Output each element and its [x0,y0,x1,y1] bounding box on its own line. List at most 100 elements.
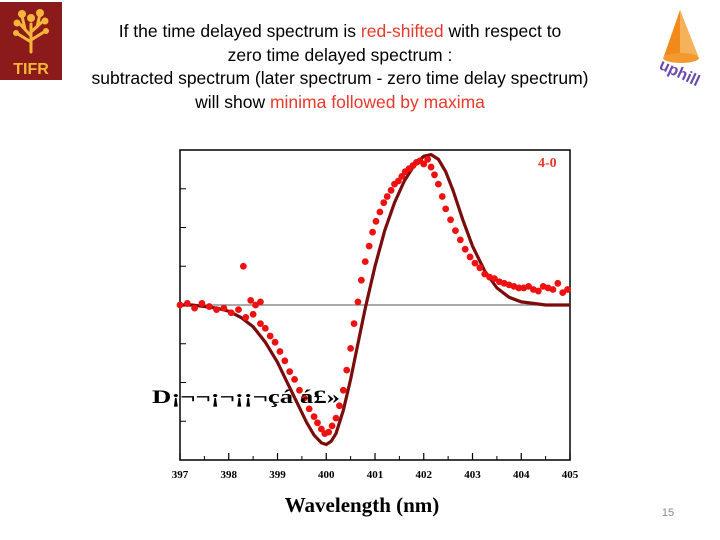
data-point [235,306,242,314]
data-point [383,193,391,200]
data-point [191,304,199,312]
data-point [361,258,369,265]
data-point [427,163,435,171]
heading-line-3: subtracted spectrum (later spectrum - ze… [91,68,589,88]
x-tick-labels: 397 398 399 400 401 402 403 404 405 [172,469,579,481]
data-point [332,414,340,422]
data-point [176,301,184,309]
data-point [281,357,289,365]
x-ticks [179,453,571,460]
heading-line-1: If the time delayed spectrum is red-shif… [118,21,562,41]
tifr-logo-text: TIFR [13,61,49,78]
data-point [380,199,388,207]
data-point [336,402,343,410]
data-point [271,338,279,346]
tree-icon [16,12,46,54]
data-point [534,287,542,295]
data-point [317,425,325,433]
data-point [252,301,259,309]
data-point [554,279,562,287]
data-point [213,306,220,314]
data-point [286,368,294,376]
data-point [300,394,308,402]
data-point [461,245,469,253]
data-point [476,264,484,272]
data-point [431,171,438,179]
x-tick-label: 401 [367,469,384,481]
slide-heading: If the time delayed spectrum is red-shif… [20,20,660,114]
data-point [296,386,303,394]
data-point [276,348,284,355]
data-point [376,208,384,216]
data-point [491,275,498,283]
data-point [387,186,395,194]
tifr-logo: TIFR [0,2,62,80]
data-point [395,177,402,185]
data-point [347,345,355,352]
data-point [266,332,274,340]
data-point [249,310,257,318]
spectrum-chart: 397 398 399 400 401 402 403 404 405 4-0 Waveleng… [152,149,579,517]
data-point [481,270,489,278]
data-point [261,324,269,332]
data-point [398,172,406,180]
data-point [183,300,191,307]
data-point [227,309,235,317]
data-point [291,376,298,383]
x-tick-label: 403 [464,469,481,481]
data-point [247,296,255,304]
x-tick-label: 398 [221,469,238,481]
uphill-logo: uphill [640,6,720,90]
x-tick-label: 399 [269,469,286,481]
data-point [257,320,264,327]
x-axis-label: Wavelength (nm) [285,493,440,517]
x-tick-label: 400 [318,469,335,481]
data-point [328,422,336,430]
data-point [257,298,264,306]
data-point [447,216,454,224]
data-point [559,289,567,296]
data-point [339,386,347,394]
data-point [456,236,464,244]
x-tick-label: 402 [416,469,433,481]
data-points [176,155,571,438]
data-point [564,286,571,293]
data-point [372,217,380,225]
x-tick-label: 397 [172,469,189,481]
data-point [198,300,206,307]
data-point [305,405,313,413]
data-point [452,227,459,234]
slide-number: 15 [661,507,675,519]
data-point [220,304,228,312]
heading-line-4: will show minima followed by maxima [195,91,485,112]
data-point [471,259,479,267]
x-tick-label: 405 [562,469,579,481]
data-point [434,180,442,188]
data-point [442,205,450,213]
heading-line-2: zero time delayed spectrum : [227,44,453,65]
data-point [466,253,474,261]
data-point [205,303,213,310]
data-point [354,298,362,306]
x-tick-label: 404 [513,469,530,481]
data-point [549,286,557,293]
minima-maxima-highlight: minima followed by maxima [269,91,485,112]
data-point [420,160,428,168]
data-point [365,242,373,250]
data-point [314,419,321,427]
data-point [310,413,318,420]
y-axis-label: D¡¬¬¡¬¡¡¬çá á£» [152,387,340,408]
curve-annotation: 4-0 [538,156,557,171]
data-point [350,320,358,327]
data-point [515,284,523,292]
data-point [357,276,365,284]
data-point [369,228,376,236]
data-point [424,155,432,163]
data-point [438,193,446,200]
data-point [525,283,532,290]
red-shifted-highlight: red-shifted [360,21,444,41]
data-point [325,428,333,436]
data-point [242,314,250,321]
data-point [239,262,247,270]
data-point [343,366,351,374]
